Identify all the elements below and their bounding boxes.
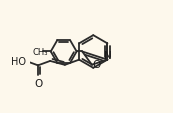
Text: N: N <box>104 51 112 61</box>
Text: O: O <box>34 79 42 88</box>
Text: CH₃: CH₃ <box>33 48 48 56</box>
Text: HO: HO <box>11 56 26 66</box>
Text: O: O <box>93 59 101 69</box>
